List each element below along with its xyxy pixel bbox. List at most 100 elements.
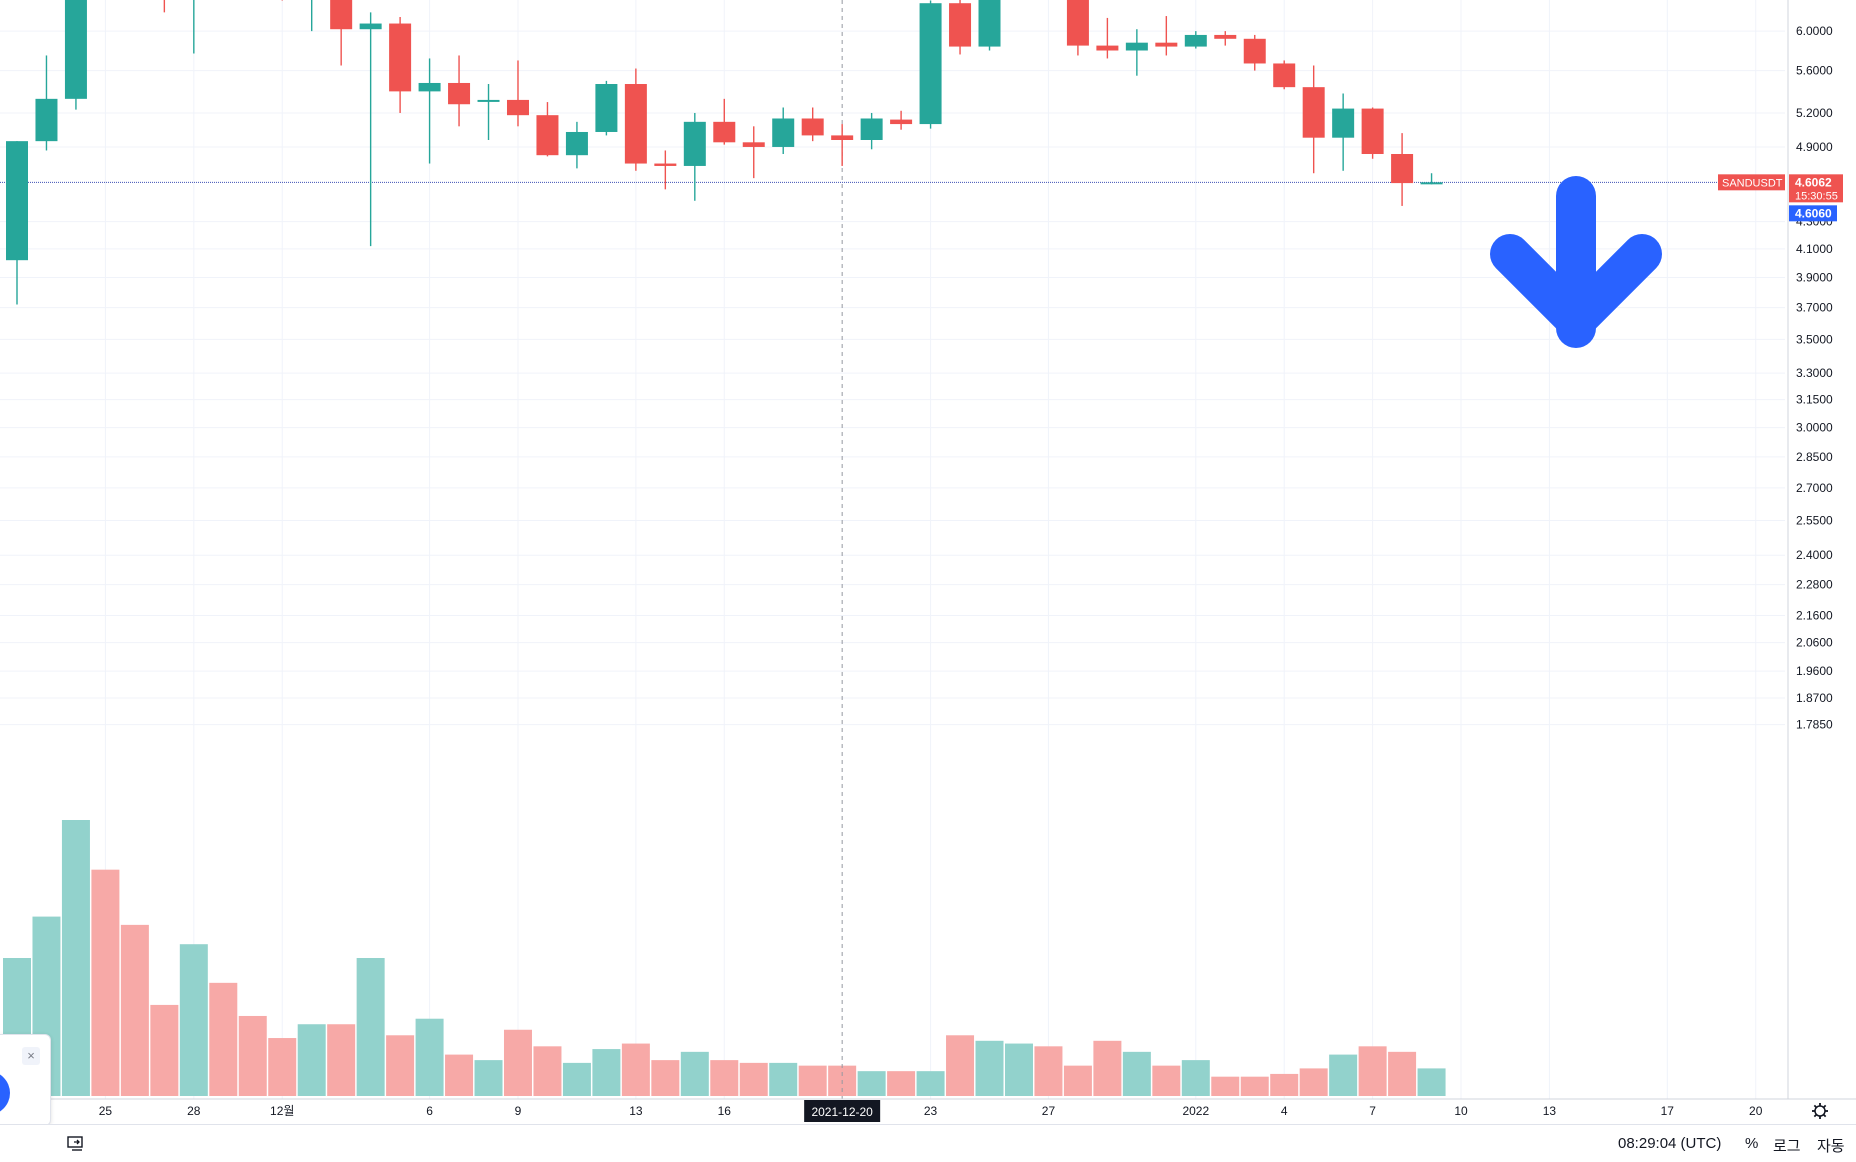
candle xyxy=(1303,65,1325,173)
volume-bar xyxy=(386,1035,414,1096)
time-tick-label: 13 xyxy=(629,1104,643,1118)
candle xyxy=(65,0,87,110)
price-tick-label: 3.1500 xyxy=(1796,393,1833,407)
candle-body xyxy=(330,0,352,29)
candle-body xyxy=(507,100,529,115)
price-tick-label: 3.3000 xyxy=(1796,366,1833,380)
price-tick-label: 2.1600 xyxy=(1796,608,1833,622)
candle-body xyxy=(595,84,617,132)
candle-body xyxy=(1421,182,1443,184)
volume-bar xyxy=(62,820,90,1096)
candle-body xyxy=(920,3,942,124)
candle xyxy=(1362,107,1384,158)
candle xyxy=(6,141,28,304)
candle-body xyxy=(566,132,588,155)
price-tick-label: 3.0000 xyxy=(1796,421,1833,435)
utc-clock[interactable]: 08:29:04 (UTC) xyxy=(1618,1135,1721,1152)
volume-bar xyxy=(887,1071,915,1096)
candle xyxy=(1421,173,1443,184)
candle-body xyxy=(1126,43,1148,51)
candle xyxy=(183,0,205,53)
volume-bar xyxy=(769,1063,797,1096)
gear-tooth xyxy=(1824,1115,1826,1117)
candle xyxy=(949,0,971,54)
candle-body xyxy=(1214,35,1236,39)
candle-body xyxy=(625,84,647,164)
down-arrow-shape xyxy=(1510,196,1642,328)
candle xyxy=(595,81,617,136)
alt-price-label: 4.6060 xyxy=(1789,205,1837,221)
time-tick-label: 13 xyxy=(1543,1104,1557,1118)
candle xyxy=(1067,0,1089,55)
candle xyxy=(153,0,175,12)
candle xyxy=(1273,60,1295,89)
volume-bar xyxy=(1093,1041,1121,1096)
candle-body xyxy=(1303,87,1325,138)
candle xyxy=(1155,16,1177,55)
volume-bar xyxy=(1418,1068,1446,1096)
time-tick-label: 20 xyxy=(1749,1104,1763,1118)
price-tick-label: 6.4000 xyxy=(1796,0,1833,1)
volume-bar xyxy=(121,925,149,1096)
widget-close-button[interactable]: × xyxy=(22,1047,40,1065)
volume-bar xyxy=(681,1052,709,1096)
candle xyxy=(1185,31,1207,48)
candle-body xyxy=(1155,43,1177,47)
replay-icon[interactable] xyxy=(66,1134,86,1152)
percent-toggle[interactable]: % xyxy=(1745,1135,1758,1152)
volume-bar xyxy=(209,983,237,1096)
candle-body xyxy=(35,99,57,141)
volume-bar xyxy=(445,1055,473,1096)
candle xyxy=(920,0,942,128)
volume-bar xyxy=(1300,1068,1328,1096)
volume-bar xyxy=(504,1030,532,1096)
candle xyxy=(419,58,441,163)
volume-bar xyxy=(1034,1046,1062,1096)
candle xyxy=(360,12,382,246)
candle-body xyxy=(772,118,794,146)
gear-ring xyxy=(1815,1106,1825,1116)
time-tick-label: 7 xyxy=(1369,1104,1376,1118)
volume-bar xyxy=(740,1063,768,1096)
auto-scale-toggle[interactable]: 자동 xyxy=(1817,1135,1845,1156)
volume-bar xyxy=(533,1046,561,1096)
candle xyxy=(1126,29,1148,75)
widget-indicator xyxy=(0,1071,10,1115)
floating-widget[interactable]: × xyxy=(0,1034,51,1126)
symbol-tag-text: SANDUSDT xyxy=(1722,177,1783,189)
candle xyxy=(625,69,647,171)
last-price-text: 4.6062 xyxy=(1795,175,1832,189)
volume-bar xyxy=(1064,1066,1092,1096)
time-tick-label: 27 xyxy=(1042,1104,1056,1118)
log-scale-toggle[interactable]: 로그 xyxy=(1773,1135,1801,1156)
gear-tooth xyxy=(1814,1115,1816,1117)
price-tick-label: 4.9000 xyxy=(1796,140,1833,154)
candle-body xyxy=(1332,109,1354,138)
candle-body xyxy=(6,141,28,260)
volume-bar xyxy=(416,1019,444,1096)
price-tick-label: 3.9000 xyxy=(1796,271,1833,285)
price-tick-label: 2.5500 xyxy=(1796,514,1833,528)
volume-bar xyxy=(357,958,385,1096)
volume-bar xyxy=(651,1060,679,1096)
candle xyxy=(713,99,735,145)
candle-body xyxy=(979,0,1001,47)
volume-bar xyxy=(91,870,119,1096)
price-tick-label: 1.9600 xyxy=(1796,664,1833,678)
candle xyxy=(1391,133,1413,206)
price-chart[interactable]: 9.00008.40008.00007.60007.20006.80006.40… xyxy=(0,0,1856,1124)
countdown-text: 15:30:55 xyxy=(1795,190,1838,202)
candle-body xyxy=(890,120,912,124)
candle xyxy=(1214,31,1236,45)
candle xyxy=(1244,35,1266,71)
candle-body xyxy=(478,100,500,102)
price-tick-label: 2.2800 xyxy=(1796,578,1833,592)
settings-gear-icon xyxy=(1812,1103,1828,1119)
volume-bar xyxy=(150,1005,178,1096)
candle-body xyxy=(1244,39,1266,64)
candle xyxy=(448,55,470,126)
time-tick-label: 23 xyxy=(924,1104,938,1118)
volume-bar xyxy=(1270,1074,1298,1096)
time-tick-label: 9 xyxy=(515,1104,522,1118)
